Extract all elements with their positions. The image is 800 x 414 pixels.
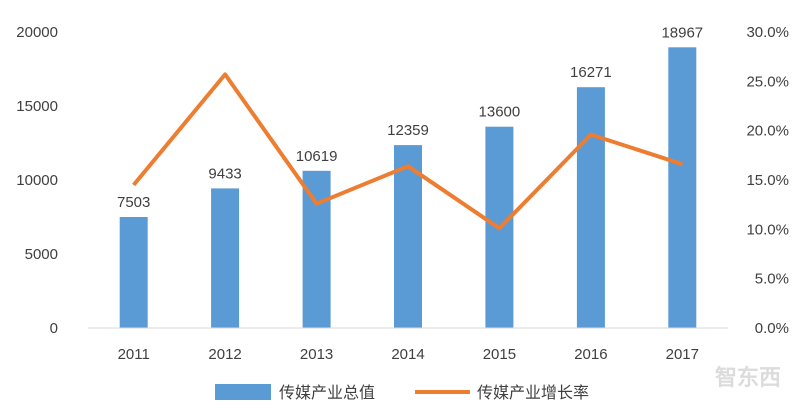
data-label-2011: 7503	[117, 194, 150, 211]
x-tick-label-2011: 2011	[118, 346, 150, 363]
growth-point-2013	[316, 203, 318, 205]
x-tick-label-2012: 2012	[208, 346, 241, 363]
bar-2016	[576, 87, 605, 328]
bar-2017	[668, 47, 697, 329]
data-label-2012: 9433	[208, 165, 241, 182]
right-tick-label: 15.0%	[746, 172, 789, 189]
growth-point-2014	[407, 165, 409, 167]
x-tick-label-2013: 2013	[300, 346, 333, 363]
x-tick-label-2014: 2014	[391, 346, 424, 363]
growth-point-2015	[498, 227, 500, 229]
growth-point-2011	[133, 184, 135, 186]
bar-2013	[302, 170, 331, 328]
line-series	[132, 72, 683, 231]
right-tick-label: 0.0%	[755, 320, 789, 337]
right-tick-label: 20.0%	[746, 123, 789, 140]
left-tick-label: 20000	[16, 24, 58, 41]
growth-point-2017	[681, 163, 683, 165]
x-tick-label-2016: 2016	[574, 346, 607, 363]
legend: 传媒产业总值 传媒产业增长率	[215, 384, 589, 402]
left-axis: 0 5000 10000 15000 20000	[16, 24, 58, 337]
legend-label-line: 传媒产业增长率	[477, 384, 589, 402]
data-labels: 7503 9433 10619 12359 13600 16271 18967	[117, 24, 703, 211]
data-label-2013: 10619	[296, 148, 338, 165]
legend-label-bar: 传媒产业总值	[279, 384, 375, 402]
x-tick-label-2017: 2017	[666, 346, 699, 363]
x-tick-label-2015: 2015	[483, 346, 516, 363]
left-tick-label: 0	[50, 320, 58, 337]
right-tick-label: 30.0%	[746, 24, 789, 41]
left-tick-label: 15000	[16, 98, 58, 115]
data-label-2016: 16271	[570, 64, 612, 81]
bar-series	[119, 47, 697, 329]
data-label-2017: 18967	[661, 24, 703, 41]
left-tick-label: 5000	[25, 246, 58, 263]
growth-point-2016	[590, 134, 592, 136]
right-tick-label: 5.0%	[755, 271, 789, 288]
data-label-2014: 12359	[387, 122, 429, 139]
growth-point-2012	[224, 73, 226, 75]
right-axis: 0.0% 5.0% 10.0% 15.0% 20.0% 25.0% 30.0%	[746, 24, 789, 337]
data-label-2015: 13600	[479, 104, 521, 121]
right-tick-label: 25.0%	[746, 73, 789, 90]
bar-2014	[394, 145, 422, 328]
bar-2011	[119, 217, 148, 328]
x-axis: 2011 2012 2013 2014 2015 2016 2017	[88, 327, 728, 363]
right-tick-label: 10.0%	[746, 221, 789, 238]
watermark: 智东西	[715, 365, 781, 390]
legend-swatch-bar	[215, 384, 271, 400]
left-tick-label: 10000	[16, 172, 58, 189]
bar-2012	[211, 188, 240, 328]
